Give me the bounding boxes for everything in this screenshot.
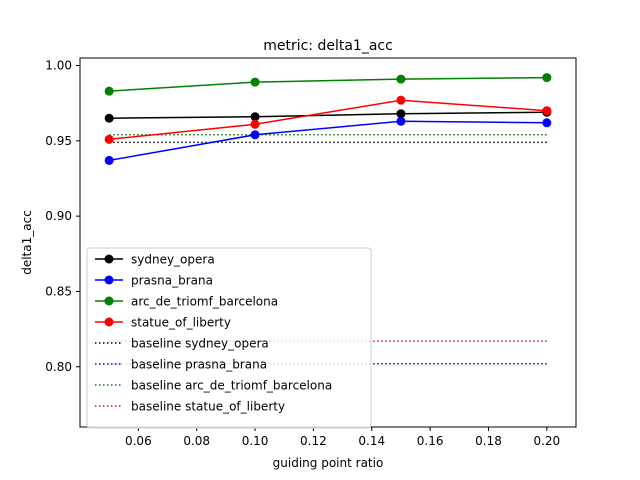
x-tick-label: 0.12 <box>300 434 327 448</box>
legend-label: baseline prasna_brana <box>131 358 267 372</box>
x-tick-label: 0.16 <box>417 434 444 448</box>
data-point-0-2 <box>396 109 406 119</box>
data-point-0-0 <box>104 113 114 123</box>
data-point-1-2 <box>396 116 406 126</box>
x-tick-label: 0.20 <box>533 434 560 448</box>
legend-swatch-marker <box>104 275 114 285</box>
data-point-2-2 <box>396 74 406 84</box>
data-point-1-3 <box>542 118 552 128</box>
legend-swatch-marker <box>104 317 114 327</box>
data-point-0-1 <box>250 112 260 122</box>
legend-swatch-marker <box>104 296 114 306</box>
data-point-3-3 <box>542 106 552 116</box>
y-tick-label: 0.80 <box>45 360 72 374</box>
y-tick-label: 0.85 <box>45 284 72 298</box>
data-point-2-3 <box>542 73 552 83</box>
series-line-1 <box>109 120 547 162</box>
x-tick-label: 0.10 <box>242 434 269 448</box>
legend: sydney_opera prasna_brana arc_de_triomf_ba… <box>86 247 372 429</box>
data-point-3-1 <box>250 119 260 129</box>
series-line-3 <box>109 99 547 141</box>
data-series <box>104 73 552 165</box>
y-axis-ticks: 0.80 0.85 0.90 0.95 1.00 <box>45 59 80 374</box>
legend-box <box>86 247 372 429</box>
y-tick-label: 1.00 <box>45 59 72 73</box>
legend-label: statue_of_liberty <box>131 316 231 330</box>
series-line-0 <box>109 111 547 119</box>
data-point-1-0 <box>104 155 114 165</box>
y-axis-label: delta1_acc <box>20 210 34 275</box>
legend-label: prasna_brana <box>131 274 213 288</box>
x-axis-label: guiding point ratio <box>273 456 384 470</box>
data-point-2-1 <box>250 77 260 87</box>
legend-label: sydney_opera <box>131 253 215 267</box>
x-axis-ticks: 0.06 0.08 0.10 0.12 0.14 0.16 0.18 0.20 <box>125 427 560 448</box>
data-point-3-2 <box>396 95 406 105</box>
legend-swatch-marker <box>104 254 114 264</box>
y-tick-label: 0.90 <box>45 209 72 223</box>
chart-title: metric: delta1_acc <box>263 38 393 54</box>
legend-label: baseline statue_of_liberty <box>131 400 285 414</box>
data-point-3-0 <box>104 134 114 144</box>
data-point-1-1 <box>250 130 260 140</box>
x-tick-label: 0.06 <box>125 434 152 448</box>
x-tick-label: 0.14 <box>358 434 385 448</box>
legend-label: baseline sydney_opera <box>131 337 269 351</box>
legend-label: arc_de_triomf_barcelona <box>131 295 278 309</box>
data-point-2-0 <box>104 86 114 96</box>
x-tick-label: 0.08 <box>183 434 210 448</box>
legend-label: baseline arc_de_triomf_barcelona <box>131 379 332 393</box>
y-tick-label: 0.95 <box>45 134 72 148</box>
x-tick-label: 0.18 <box>475 434 502 448</box>
series-line-2 <box>109 76 547 92</box>
